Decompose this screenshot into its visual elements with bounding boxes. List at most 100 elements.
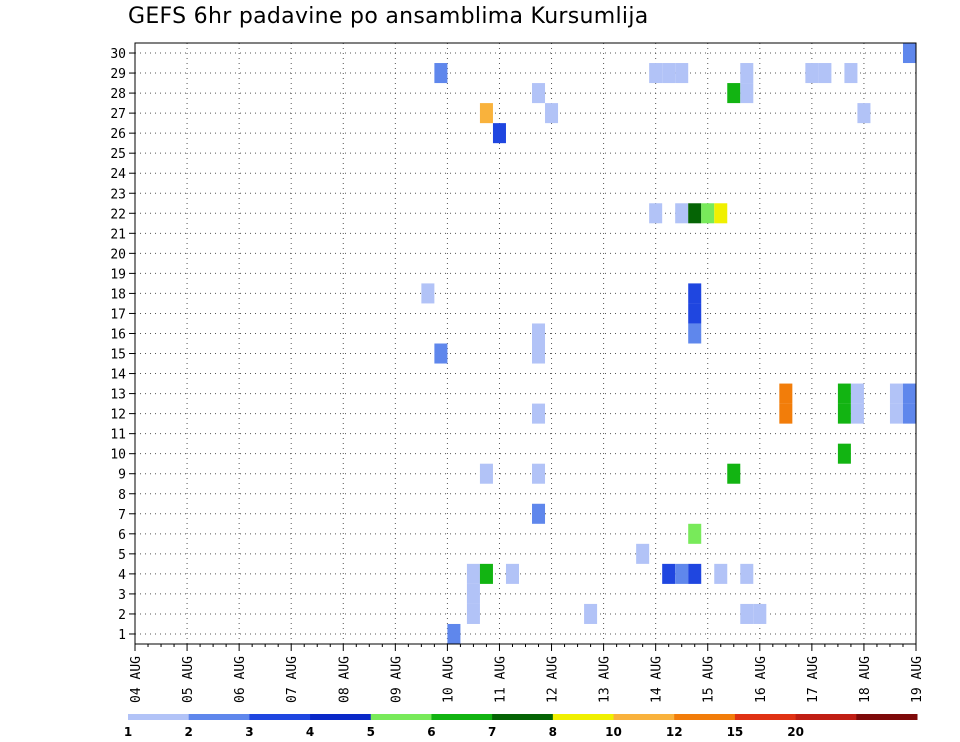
colorbar-label: 5 xyxy=(367,725,375,739)
chart-title: GEFS 6hr padavine po ansamblima Kursumli… xyxy=(128,4,649,29)
precip-cell xyxy=(421,283,435,304)
x-tick-label: 06 AUG xyxy=(233,656,248,703)
colorbar-label: 3 xyxy=(245,725,253,739)
precip-cell xyxy=(740,563,754,584)
precip-cell xyxy=(447,623,461,644)
colorbar-label: 4 xyxy=(306,725,314,739)
y-tick-label: 1 xyxy=(118,628,126,643)
ensemble-cells xyxy=(421,43,916,644)
precip-cell xyxy=(688,303,702,324)
x-tick-label: 17 AUG xyxy=(806,656,821,703)
precip-cell xyxy=(479,463,493,484)
precip-cell xyxy=(889,403,903,424)
y-tick-label: 17 xyxy=(110,307,126,322)
precip-cell xyxy=(636,543,650,564)
x-tick-label: 14 AUG xyxy=(650,656,665,703)
precip-cell xyxy=(532,403,546,424)
y-tick-label: 8 xyxy=(118,488,126,503)
colorbar-swatch xyxy=(310,714,372,720)
precip-cell xyxy=(532,83,546,104)
precip-cell xyxy=(545,103,559,124)
y-tick-label: 26 xyxy=(110,127,126,142)
precip-cell xyxy=(837,383,851,404)
y-tick-label: 7 xyxy=(118,508,126,523)
x-tick-label: 11 AUG xyxy=(493,656,508,703)
colorbar-label: 12 xyxy=(666,725,683,739)
y-tick-label: 18 xyxy=(110,287,126,302)
x-tick-label: 05 AUG xyxy=(181,656,196,703)
precip-cell xyxy=(675,63,689,84)
colorbar-swatch xyxy=(249,714,311,720)
colorbar-swatch xyxy=(552,714,615,720)
y-tick-label: 20 xyxy=(110,247,126,262)
x-tick-label: 15 AUG xyxy=(702,656,717,703)
precip-cell xyxy=(649,203,663,224)
colorbar-label: 7 xyxy=(488,725,496,739)
precip-cell xyxy=(584,603,598,624)
colorbar-swatch xyxy=(128,714,190,720)
precip-cell xyxy=(434,343,448,364)
precip-cell xyxy=(837,443,851,464)
precip-cell xyxy=(902,43,916,64)
x-tick-label: 16 AUG xyxy=(754,656,769,703)
y-tick-label: 24 xyxy=(110,167,126,182)
precip-cell xyxy=(779,403,793,424)
y-tick-label: 28 xyxy=(110,87,126,102)
precip-cell xyxy=(902,403,916,424)
x-tick-label: 19 AUG xyxy=(910,656,925,703)
y-tick-label: 14 xyxy=(110,368,126,383)
precip-cell xyxy=(857,103,871,124)
precip-cell xyxy=(688,323,702,344)
precip-cell xyxy=(492,123,506,144)
y-tick-label: 9 xyxy=(118,468,126,483)
precip-cell xyxy=(889,383,903,404)
y-tick-label: 2 xyxy=(118,608,126,623)
y-tick-label: 27 xyxy=(110,107,126,122)
precip-cell xyxy=(466,603,480,624)
precip-cell xyxy=(434,63,448,84)
y-tick-label: 21 xyxy=(110,227,126,242)
y-tick-label: 23 xyxy=(110,187,126,202)
y-axis: 1234567891011121314151617181920212223242… xyxy=(110,47,135,643)
precip-cell xyxy=(837,403,851,424)
precip-cell xyxy=(532,323,546,344)
precip-cell xyxy=(740,83,754,104)
x-tick-label: 04 AUG xyxy=(129,656,144,703)
colorbar-swatch xyxy=(734,714,797,720)
colorbar-label: 2 xyxy=(185,725,193,739)
precip-cell xyxy=(714,563,728,584)
precip-cell xyxy=(727,83,741,104)
x-tick-label: 08 AUG xyxy=(337,656,352,703)
colorbar-swatch xyxy=(613,714,675,720)
y-tick-label: 29 xyxy=(110,67,126,82)
y-tick-label: 30 xyxy=(110,47,126,62)
y-tick-label: 12 xyxy=(110,408,126,423)
precip-cell xyxy=(688,523,702,544)
colorbar-label: 1 xyxy=(124,725,132,739)
x-axis: 04 AUG 05 AUG 06 AUG 07 AUG 08 AUG 09 AUG 10 A… xyxy=(129,644,925,703)
x-tick-label: 09 AUG xyxy=(389,656,404,703)
y-tick-label: 4 xyxy=(118,568,126,583)
precip-cell xyxy=(818,63,832,84)
precip-cell xyxy=(740,603,754,624)
y-tick-label: 22 xyxy=(110,207,126,222)
colorbar: 1 2 3 4 5 6 7 8 10 12 15 20 xyxy=(124,714,918,739)
y-tick-label: 3 xyxy=(118,588,126,603)
y-tick-label: 5 xyxy=(118,548,126,563)
y-tick-label: 10 xyxy=(110,448,126,463)
colorbar-swatch xyxy=(188,714,250,720)
x-tick-label: 18 AUG xyxy=(858,656,873,703)
y-tick-label: 16 xyxy=(110,327,126,342)
colorbar-swatch xyxy=(856,714,918,720)
y-tick-label: 11 xyxy=(110,428,126,443)
colorbar-swatch xyxy=(492,714,554,720)
x-tick-label: 07 AUG xyxy=(285,656,300,703)
colorbar-label: 15 xyxy=(727,725,744,739)
precip-cell xyxy=(688,563,702,584)
precip-cell xyxy=(701,203,715,224)
colorbar-label: 8 xyxy=(549,725,557,739)
precip-cell xyxy=(466,583,480,604)
y-tick-label: 13 xyxy=(110,388,126,403)
precip-cell xyxy=(740,63,754,84)
precip-cell xyxy=(505,563,519,584)
